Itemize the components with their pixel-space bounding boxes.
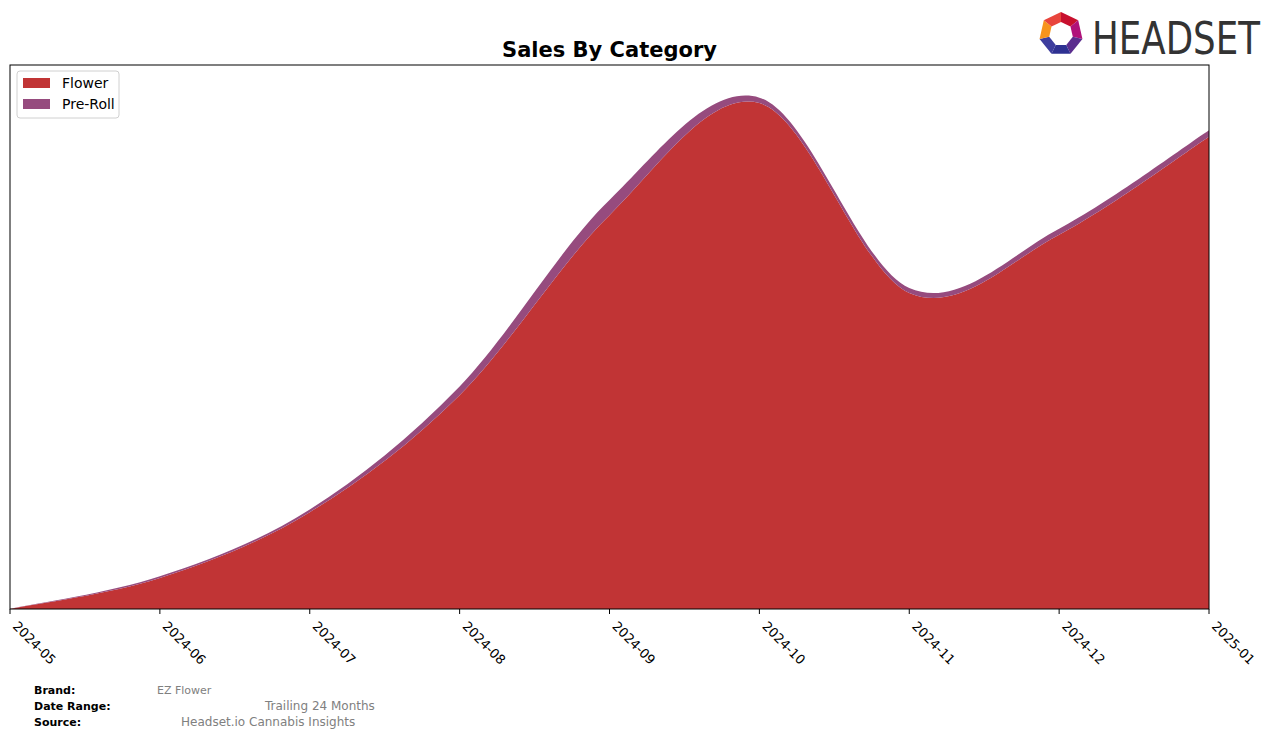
x-tick (459, 609, 460, 614)
x-tick-label: 2024-07 (310, 619, 359, 668)
x-tick-label: 2024-08 (460, 619, 509, 668)
x-tick (159, 609, 160, 614)
footer-value: EZ Flower (157, 684, 212, 697)
logo-segment (1070, 20, 1082, 39)
x-tick-label: 2024-10 (759, 619, 808, 668)
legend-swatch (23, 78, 50, 88)
footer-value: Trailing 24 Months (264, 699, 375, 713)
plot-frame (10, 65, 1209, 609)
x-tick-label: 2024-09 (609, 619, 658, 668)
x-tick (909, 609, 910, 614)
footer-label: Date Range: (34, 700, 111, 713)
x-tick (309, 609, 310, 614)
x-tick (1209, 609, 1210, 614)
legend: Flower Pre-Roll (17, 71, 119, 118)
x-tick-label: 2024-05 (10, 619, 59, 668)
x-tick-label: 2024-12 (1059, 619, 1108, 668)
legend-box (17, 71, 119, 118)
footer-label: Source: (34, 716, 81, 729)
title: Sales By Category (502, 38, 717, 62)
x-tick (609, 609, 610, 614)
logo-segment (1040, 37, 1056, 54)
area-1 (10, 96, 1209, 609)
area-0 (10, 102, 1209, 609)
footer-value: Headset.io Cannabis Insights (181, 715, 355, 729)
x-tick-label: 2025-01 (1209, 619, 1258, 668)
chart: Sales By Category 2024-05 2024-06 2024-07 20… (0, 0, 1276, 738)
logo-text: HEADSET (1092, 13, 1260, 64)
logo-segment (1044, 12, 1061, 26)
legend-label: Pre-Roll (62, 96, 115, 112)
legend-label: Flower (62, 75, 109, 91)
x-tick-label: 2024-11 (909, 619, 958, 668)
legend-swatch (23, 99, 50, 109)
x-tick (1059, 609, 1060, 614)
x-tick (10, 609, 11, 614)
plot-area (10, 96, 1209, 609)
x-tick (759, 609, 760, 614)
footer-label: Brand: (34, 684, 75, 697)
x-tick-label: 2024-06 (160, 619, 209, 668)
logo: HEADSET (1040, 12, 1261, 64)
